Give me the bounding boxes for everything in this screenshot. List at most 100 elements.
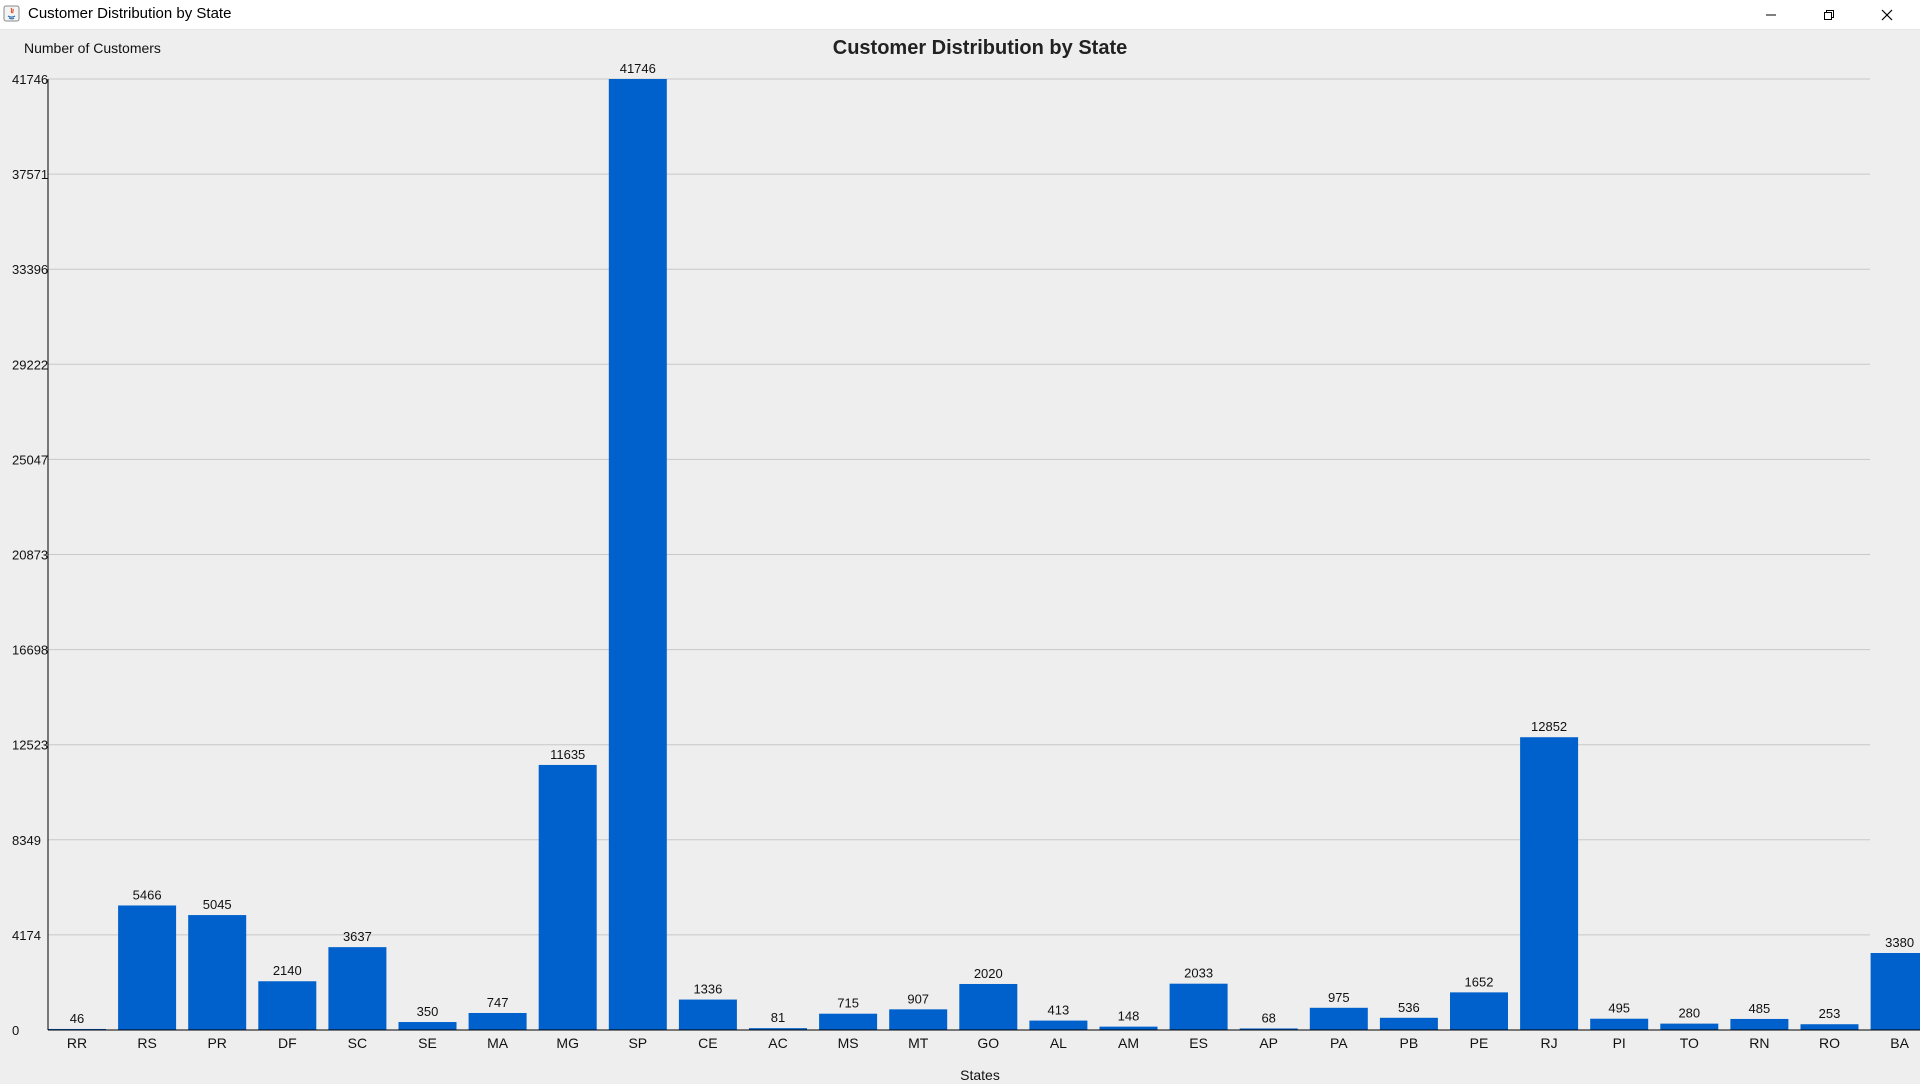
- axes: 0 4174 8349 12523 16698 20873 25047 29222 33396 3…: [12, 72, 1920, 1051]
- java-app-icon: [3, 5, 20, 22]
- data-label-rj: 12852: [1531, 719, 1567, 734]
- data-label-rs: 5466: [133, 887, 162, 902]
- bar-ba: [1870, 953, 1920, 1030]
- bar-ap: [1239, 1028, 1298, 1030]
- x-tick-label-ms: MS: [838, 1035, 859, 1051]
- data-label-ms: 715: [837, 996, 859, 1011]
- data-label-go: 2020: [974, 966, 1003, 981]
- x-tick-label-ap: AP: [1259, 1035, 1278, 1051]
- data-label-ce: 1336: [693, 982, 722, 997]
- x-tick-label-ro: RO: [1819, 1035, 1840, 1051]
- y-tick-label: 20873: [12, 548, 48, 563]
- data-label-df: 2140: [273, 963, 302, 978]
- data-label-pr: 5045: [203, 897, 232, 912]
- bar-pb: [1379, 1017, 1438, 1030]
- bar-es: [1169, 983, 1228, 1030]
- data-label-am: 148: [1118, 1009, 1140, 1024]
- x-tick-label-ac: AC: [768, 1035, 787, 1051]
- x-tick-label-pe: PE: [1470, 1035, 1489, 1051]
- y-axis-label: Number of Customers: [24, 40, 161, 56]
- x-tick-label-ce: CE: [698, 1035, 717, 1051]
- x-tick-label-am: AM: [1118, 1035, 1139, 1051]
- bar-go: [959, 983, 1018, 1030]
- x-tick-label-pi: PI: [1613, 1035, 1626, 1051]
- y-tick-label: 8349: [12, 833, 41, 848]
- y-tick-label: 29222: [12, 357, 48, 372]
- data-label-ba: 3380: [1885, 935, 1914, 950]
- x-tick-label-ba: BA: [1890, 1035, 1909, 1051]
- x-axis-label: States: [960, 1067, 1000, 1080]
- bar-ce: [678, 999, 737, 1030]
- x-tick-label-rj: RJ: [1541, 1035, 1558, 1051]
- y-tick-label: 0: [12, 1023, 19, 1038]
- bar-pi: [1590, 1018, 1649, 1030]
- bar-se: [398, 1022, 457, 1030]
- bar-rs: [118, 905, 177, 1030]
- data-label-ma: 747: [487, 995, 509, 1010]
- bar-to: [1660, 1023, 1719, 1030]
- x-tick-label-rr: RR: [67, 1035, 87, 1051]
- data-label-pe: 1652: [1465, 974, 1494, 989]
- chart-panel: 46 5466 5045 2140 3637 350 747 11635 41746 1336 81…: [0, 29, 1920, 1083]
- minimize-button[interactable]: [1742, 0, 1800, 29]
- chart-title: Customer Distribution by State: [833, 37, 1127, 59]
- x-tick-label-df: DF: [278, 1035, 297, 1051]
- restore-icon: [1824, 9, 1834, 20]
- x-tick-label-rn: RN: [1749, 1035, 1769, 1051]
- restore-button[interactable]: [1800, 0, 1858, 29]
- data-label-rr: 46: [70, 1011, 84, 1026]
- x-tick-label-se: SE: [418, 1035, 437, 1051]
- grid-lines: [48, 78, 1870, 936]
- data-label-mg: 11635: [550, 747, 585, 762]
- x-tick-label-al: AL: [1050, 1035, 1067, 1051]
- bar-rj: [1520, 737, 1579, 1030]
- bar-mt: [889, 1009, 948, 1030]
- x-tick-label-go: GO: [977, 1035, 999, 1051]
- bar-ro: [1800, 1024, 1859, 1030]
- x-tick-label-sc: SC: [348, 1035, 367, 1051]
- data-label-pa: 975: [1328, 990, 1350, 1005]
- x-tick-label-sp: SP: [628, 1035, 647, 1051]
- close-icon: [1881, 9, 1893, 20]
- data-label-es: 2033: [1184, 966, 1213, 981]
- close-button[interactable]: [1858, 0, 1916, 29]
- bar-rn: [1730, 1018, 1789, 1030]
- bar-mg: [538, 764, 597, 1030]
- bar-am: [1099, 1026, 1158, 1030]
- data-label-pb: 536: [1398, 1000, 1420, 1015]
- x-tick-label-mt: MT: [908, 1035, 929, 1051]
- data-label-to: 280: [1678, 1006, 1700, 1021]
- y-tick-label: 12523: [12, 738, 48, 753]
- bar-pa: [1309, 1007, 1368, 1030]
- bar-pr: [188, 915, 247, 1030]
- x-tick-label-es: ES: [1189, 1035, 1208, 1051]
- data-label-al: 413: [1048, 1003, 1070, 1018]
- data-label-ro: 253: [1819, 1006, 1841, 1021]
- bars: [48, 79, 1920, 1030]
- y-tick-label: 25047: [12, 452, 48, 467]
- minimize-icon: [1766, 14, 1776, 15]
- bar-chart: 46 5466 5045 2140 3637 350 747 11635 41746 1336 81…: [12, 37, 1920, 1083]
- x-tick-label-to: TO: [1680, 1035, 1699, 1051]
- bar-sc: [328, 947, 387, 1030]
- x-tick-label-rs: RS: [137, 1035, 156, 1051]
- bar-rr: [48, 1028, 106, 1030]
- bar-pe: [1450, 992, 1508, 1030]
- x-tick-label-pr: PR: [207, 1035, 226, 1051]
- bar-df: [258, 981, 317, 1030]
- y-tick-label: 33396: [12, 262, 48, 277]
- bar-al: [1029, 1020, 1088, 1030]
- data-labels: 46 5466 5045 2140 3637 350 747 11635 41746 1336 81…: [70, 61, 1914, 1026]
- y-tick-label: 4174: [12, 928, 41, 943]
- x-tick-label-pa: PA: [1330, 1035, 1348, 1051]
- data-label-mt: 907: [907, 991, 929, 1006]
- bar-sp: [608, 79, 667, 1030]
- x-tick-label-ma: MA: [487, 1035, 509, 1051]
- y-tick-label: 37571: [12, 167, 48, 182]
- window-titlebar: Customer Distribution by State: [0, 0, 1920, 30]
- data-label-rn: 485: [1749, 1001, 1771, 1016]
- data-label-sc: 3637: [343, 929, 372, 944]
- x-tick-label-mg: MG: [556, 1035, 579, 1051]
- bar-ac: [749, 1028, 807, 1030]
- y-tick-label: 41746: [12, 72, 48, 87]
